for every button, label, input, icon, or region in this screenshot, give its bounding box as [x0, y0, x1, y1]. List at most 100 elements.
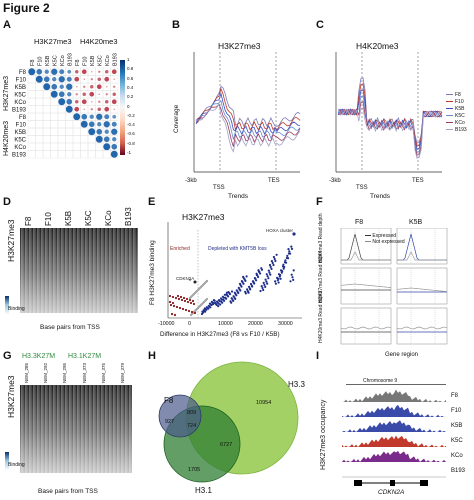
scatter-point-depleted: [201, 310, 204, 313]
scatter-point-depleted: [279, 274, 282, 277]
corr-dot: [104, 114, 110, 120]
scatter-point-depleted: [263, 283, 266, 286]
scatter-point-depleted: [285, 261, 288, 264]
panel-d-colorbar-label: Binding: [8, 306, 25, 312]
scatter-point: [200, 302, 204, 306]
scatter-point-enriched: [187, 309, 191, 313]
coverage-series-line: [337, 95, 443, 153]
scatter-point-depleted: [232, 295, 235, 298]
corr-cell: [27, 127, 36, 136]
corr-cell: [50, 127, 59, 136]
corr-dot: [98, 93, 101, 96]
scatter-point-depleted: [292, 269, 295, 272]
panel-f-sample-1: F8: [355, 219, 364, 226]
coverage-series-line: [195, 87, 301, 132]
scatter-point-depleted: [264, 278, 267, 281]
corr-dot: [82, 92, 87, 97]
scatter-point-depleted: [267, 277, 270, 280]
corr-dot: [111, 121, 117, 127]
panel-e-scatter: HOXA cluster Enriched Depleted with KMT5B …: [167, 222, 302, 319]
venn-label-h31: H3.1: [195, 486, 212, 495]
heatmap-column-header: KCo: [104, 210, 113, 226]
scatter-point-depleted: [274, 280, 277, 283]
panel-e-xtick: -10000: [158, 321, 175, 327]
corr-dot: [111, 69, 117, 75]
scatter-point-depleted: [224, 296, 227, 299]
panel-f-subplot-frame: [340, 307, 392, 345]
scatter-point-enriched: [170, 312, 174, 316]
panel-c-title: H4K20me3: [356, 41, 399, 51]
colorbar-tick: 1: [127, 57, 130, 62]
scatter-point-depleted: [247, 285, 251, 288]
panel-i-letter: I: [316, 350, 320, 362]
panel-g-colorbar: [5, 452, 9, 470]
legend-line-expressed: [365, 235, 371, 237]
corr-row-label: F10: [16, 122, 27, 128]
scatter-point: [188, 278, 192, 282]
occupancy-track: [342, 435, 446, 447]
scatter-point-enriched: [189, 301, 193, 305]
corr-cell: [57, 150, 66, 159]
corr-dot: [51, 83, 58, 90]
corr-cell: [35, 82, 44, 91]
corr-cell: [87, 135, 96, 144]
scatter-point-enriched: [173, 313, 177, 317]
scatter-point-depleted: [290, 247, 294, 250]
scatter-point-depleted: [270, 260, 273, 263]
heatmap-column-header: NEM_379: [119, 362, 125, 383]
panel-d-heatmap: [20, 228, 138, 313]
corr-cell: [50, 150, 59, 159]
scatter-point: [204, 298, 208, 302]
scatter-point-depleted: [266, 282, 269, 285]
correlation-colorbar: [120, 60, 125, 155]
corr-cell: [80, 142, 89, 151]
corr-col-label: K5B: [45, 55, 51, 66]
corr-dot: [98, 100, 101, 103]
panel-f-subplot-frame: [340, 228, 392, 265]
panel-f-not-expressed-line: [397, 251, 447, 261]
panel-c-coverage-plot: [335, 52, 443, 173]
scatter-point-depleted: [249, 288, 252, 291]
corr-dot: [83, 108, 86, 111]
scatter-point: [203, 281, 207, 285]
panel-c-xtick-tes: TES: [412, 178, 424, 184]
panel-f-not-expressed-line: [340, 283, 392, 288]
heatmap-column-header: K5C: [84, 210, 93, 226]
panel-f-not-expressed-line: [396, 326, 448, 330]
corr-cell: [42, 105, 51, 114]
panel-g-colorbar-label: Binding: [8, 462, 25, 468]
coverage-series-line: [337, 107, 443, 159]
corr-dot: [51, 68, 58, 75]
panel-f-xlabel: Gene region: [385, 352, 419, 358]
scatter-point-enriched: [168, 300, 172, 304]
panel-e-xlabel: Difference in H3K27me3 (F8 vs F10 / K5B): [160, 331, 280, 338]
track-label: K5B: [451, 423, 463, 429]
corr-row-group-2: H4K20me3: [3, 121, 10, 156]
scatter-point-depleted: [269, 273, 272, 276]
scatter-point-enriched: [174, 296, 178, 300]
corr-dot: [66, 76, 72, 82]
corr-dot: [59, 69, 65, 75]
scatter-point-depleted: [222, 298, 225, 301]
corr-col-label: KCo: [105, 55, 111, 66]
heatmap-column-header: F10: [44, 212, 53, 226]
track-label: KCo: [451, 453, 463, 459]
corr-cell: [35, 97, 44, 106]
corr-cell: [80, 127, 89, 136]
corr-cell: [50, 97, 59, 106]
scatter-point-enriched: [182, 296, 186, 300]
corr-cell: [72, 127, 81, 136]
corr-col-label: F8: [75, 60, 81, 66]
corr-row-label: F10: [16, 77, 27, 83]
corr-cell: [80, 150, 89, 159]
occupancy-track: [342, 389, 446, 402]
heatmap-column-header: F8: [24, 216, 33, 226]
panel-e-title: H3K27me3: [182, 212, 225, 222]
scatter-point-enriched: [186, 300, 190, 304]
panel-f-row-label-3: H4K20me3 Read depth: [318, 290, 324, 343]
scatter-point: [194, 308, 198, 312]
scatter-point: [191, 293, 195, 297]
scatter-point-depleted: [269, 265, 272, 268]
corr-cell: [110, 150, 119, 159]
colorbar-tick: -0.2: [127, 112, 135, 118]
